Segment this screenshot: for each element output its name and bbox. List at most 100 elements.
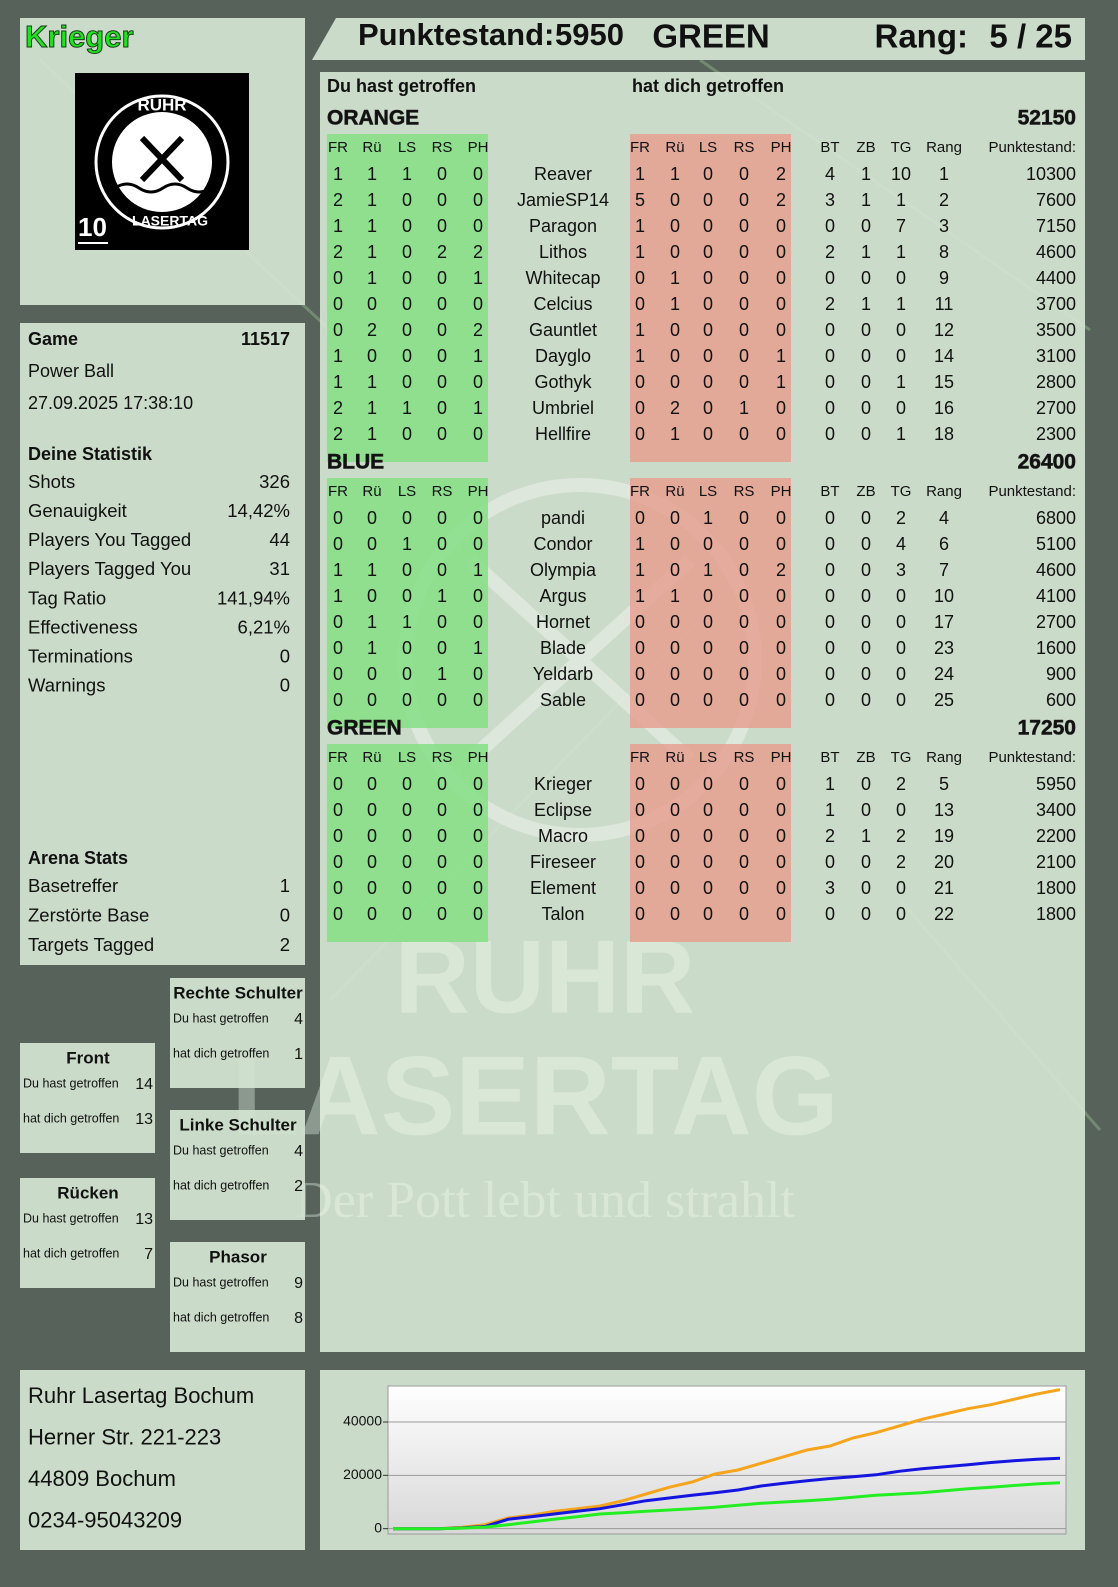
cell: 0	[473, 826, 483, 846]
stat-value: 0	[280, 645, 290, 666]
stat-label: Targets Tagged	[28, 934, 154, 955]
cell: 0	[861, 372, 871, 392]
cell: 1	[367, 398, 377, 418]
cell: 0	[670, 690, 680, 710]
cell: 0	[437, 690, 447, 710]
col-header: Rü	[665, 139, 684, 156]
cell: 0	[402, 242, 412, 262]
cell: 0	[703, 320, 713, 340]
cell: 0	[861, 638, 871, 658]
cell: 5950	[1036, 774, 1076, 794]
col-header: TG	[891, 749, 912, 766]
cell: 0	[333, 268, 343, 288]
cell: 0	[670, 800, 680, 820]
cell: 22	[934, 904, 954, 924]
cell: 0	[437, 320, 447, 340]
cell: 0	[437, 268, 447, 288]
cell: 2	[333, 424, 343, 444]
cell: 0	[670, 612, 680, 632]
cell: 1	[635, 216, 645, 236]
cell: 0	[670, 534, 680, 554]
cell: 3	[825, 878, 835, 898]
player-name: Reaver	[534, 164, 592, 184]
cell: 0	[861, 268, 871, 288]
cell: 2	[825, 294, 835, 314]
cell: 0	[861, 586, 871, 606]
cell: 1	[635, 320, 645, 340]
cell: 2200	[1036, 826, 1076, 846]
cell: 4	[939, 508, 949, 528]
cell: 5	[939, 774, 949, 794]
player-name: Gauntlet	[529, 320, 597, 340]
cell: 0	[825, 534, 835, 554]
cell: 0	[635, 294, 645, 314]
cell: 0	[367, 826, 377, 846]
cell: 0	[367, 690, 377, 710]
cell: 1	[333, 372, 343, 392]
col-header: LS	[699, 749, 717, 766]
y-tick-label: 20000	[343, 1466, 382, 1482]
col-header: Punktestand:	[988, 749, 1076, 766]
cell: 16	[934, 398, 954, 418]
cell: 0	[437, 398, 447, 418]
player-name: Yeldarb	[533, 664, 593, 684]
cell: 1	[473, 560, 483, 580]
cell: 0	[739, 372, 749, 392]
cell: 0	[402, 878, 412, 898]
cell: 0	[473, 190, 483, 210]
cell: 0	[825, 664, 835, 684]
cell: 1	[367, 372, 377, 392]
zone-label: Du hast getroffen	[173, 1143, 269, 1157]
cell: 0	[861, 346, 871, 366]
cell: 0	[473, 586, 483, 606]
cell: 1	[333, 586, 343, 606]
cell: 17	[934, 612, 954, 632]
cell: 0	[739, 268, 749, 288]
col-header: RS	[734, 139, 755, 156]
address-line: 0234-95043209	[28, 1507, 182, 1532]
cell: 2700	[1036, 398, 1076, 418]
cell: 0	[670, 372, 680, 392]
player-name: Krieger	[25, 19, 134, 54]
stat-value: 1	[280, 875, 290, 896]
cell: 0	[739, 242, 749, 262]
cell: 0	[776, 508, 786, 528]
cell: 0	[703, 346, 713, 366]
cell: 3400	[1036, 800, 1076, 820]
cell: 0	[437, 534, 447, 554]
cell: 12	[934, 320, 954, 340]
col-header: PH	[771, 749, 792, 766]
team-total: 17250	[1018, 717, 1076, 740]
cell: 0	[402, 560, 412, 580]
cell: 0	[402, 774, 412, 794]
cell: 0	[739, 774, 749, 794]
cell: 5100	[1036, 534, 1076, 554]
cell: 0	[703, 216, 713, 236]
cell: 0	[861, 398, 871, 418]
stat-value: 44	[269, 529, 290, 550]
cell: 2	[473, 320, 483, 340]
cell: 1	[367, 268, 377, 288]
cell: 0	[776, 690, 786, 710]
hit-you-title: hat dich getroffen	[632, 76, 784, 96]
zone-title: Rücken	[57, 1183, 118, 1202]
cell: 0	[861, 612, 871, 632]
col-header: RS	[432, 749, 453, 766]
cell: 0	[402, 586, 412, 606]
cell: 0	[635, 664, 645, 684]
team-name: BLUE	[327, 451, 384, 474]
logo-number: 10	[78, 212, 107, 242]
cell: 1	[703, 560, 713, 580]
cell: 0	[703, 664, 713, 684]
col-header: Punktestand:	[988, 483, 1076, 500]
stat-label: Warnings	[28, 675, 105, 696]
cell: 0	[739, 638, 749, 658]
cell: 0	[635, 904, 645, 924]
you-hit-bg	[327, 134, 488, 462]
cell: 0	[739, 164, 749, 184]
cell: 0	[437, 826, 447, 846]
cell: 0	[473, 372, 483, 392]
cell: 1	[861, 164, 871, 184]
cell: 600	[1046, 690, 1076, 710]
player-name: Paragon	[529, 216, 597, 236]
